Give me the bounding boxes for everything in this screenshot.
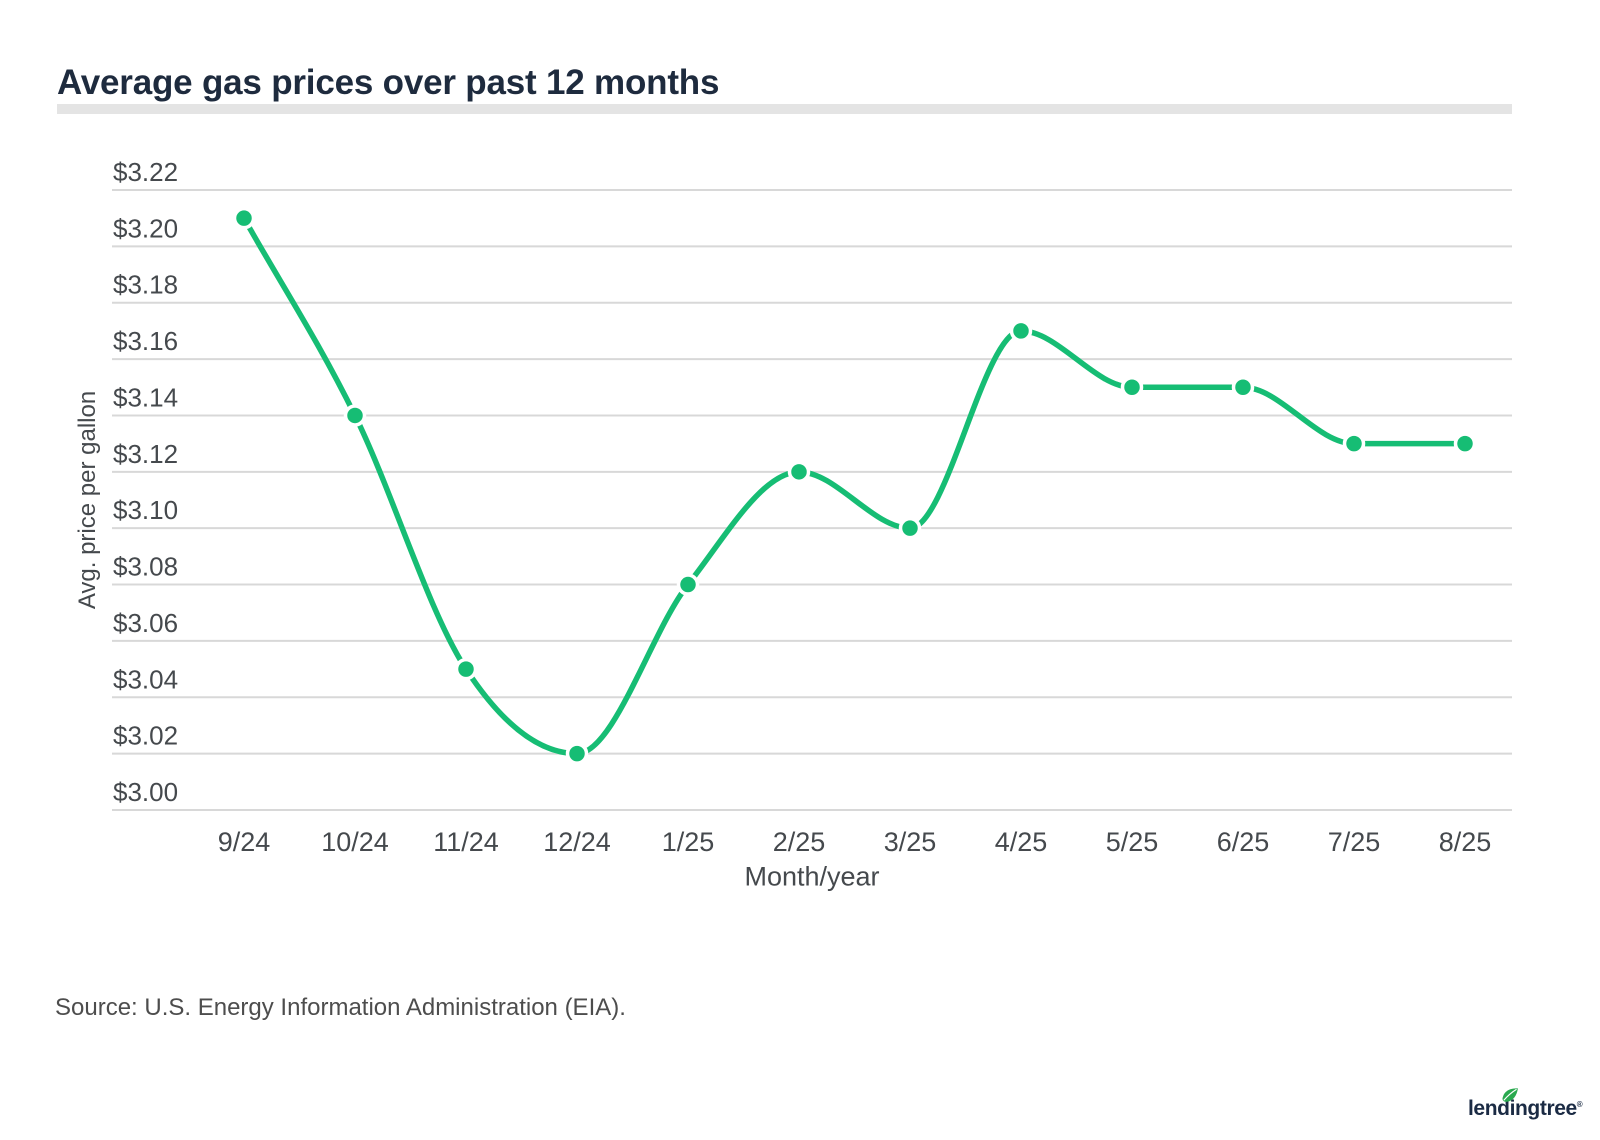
y-tick-label: $3.04	[113, 664, 178, 694]
data-point-4/25	[1009, 319, 1033, 343]
y-tick-label: $3.22	[113, 157, 178, 187]
y-tick-label: $3.18	[113, 270, 178, 300]
y-tick-label: $3.12	[113, 439, 178, 469]
logo-text: lendingtree	[1468, 1097, 1577, 1120]
y-tick-label: $3.10	[113, 495, 178, 525]
data-point-8/25	[1453, 432, 1477, 455]
y-tick-label: $3.00	[113, 777, 178, 807]
data-point-11/24	[454, 657, 478, 681]
y-tick-label: $3.06	[113, 608, 178, 638]
x-tick-label: 12/24	[543, 827, 611, 857]
data-point-10/24	[343, 404, 367, 427]
x-tick-label: 2/25	[773, 827, 826, 857]
page-title: Average gas prices over past 12 months	[57, 63, 720, 103]
y-tick-label: $3.16	[113, 326, 178, 356]
x-tick-label: 3/25	[884, 827, 937, 857]
data-point-9/24	[232, 206, 256, 230]
data-point-3/25	[898, 516, 922, 540]
x-tick-label: 4/25	[995, 827, 1048, 857]
title-divider	[57, 104, 1512, 114]
data-point-1/25	[676, 573, 700, 596]
x-tick-label: 9/24	[218, 827, 271, 857]
x-tick-label: 6/25	[1217, 827, 1270, 857]
lendingtree-logo: lendingtree®	[1468, 1088, 1583, 1121]
leaf-icon	[1502, 1088, 1518, 1102]
logo-registered-mark: ®	[1576, 1100, 1583, 1109]
y-tick-label: $3.08	[113, 552, 178, 582]
y-tick-label: $3.02	[113, 721, 178, 751]
series-line	[241, 215, 1468, 757]
data-point-5/25	[1120, 376, 1144, 399]
source-line: Source: U.S. Energy Information Administ…	[55, 994, 626, 1021]
y-tick-label: $3.20	[113, 213, 178, 243]
y-axis-title: Avg. price per gallon	[74, 390, 101, 610]
data-point-6/25	[1231, 376, 1255, 399]
x-tick-label: 7/25	[1328, 827, 1381, 857]
x-tick-label: 10/24	[321, 827, 389, 857]
x-tick-label: 1/25	[662, 827, 715, 857]
data-point-7/25	[1342, 432, 1366, 455]
x-tick-label: 8/25	[1439, 827, 1492, 857]
y-tick-label: $3.14	[113, 382, 178, 412]
x-tick-label: 5/25	[1106, 827, 1159, 857]
data-point-12/24	[565, 742, 589, 765]
x-axis-title: Month/year	[744, 861, 880, 892]
x-tick-label: 11/24	[433, 827, 499, 857]
data-point-2/25	[787, 460, 811, 484]
